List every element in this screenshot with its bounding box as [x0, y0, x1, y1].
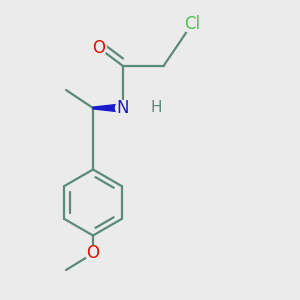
Text: N: N — [117, 99, 129, 117]
Circle shape — [92, 40, 106, 56]
Circle shape — [116, 100, 130, 116]
Circle shape — [183, 15, 201, 33]
Text: Cl: Cl — [184, 15, 200, 33]
Circle shape — [85, 246, 100, 261]
Text: H: H — [150, 100, 161, 116]
Polygon shape — [93, 104, 123, 112]
Text: O: O — [92, 39, 106, 57]
Text: O: O — [86, 244, 100, 262]
